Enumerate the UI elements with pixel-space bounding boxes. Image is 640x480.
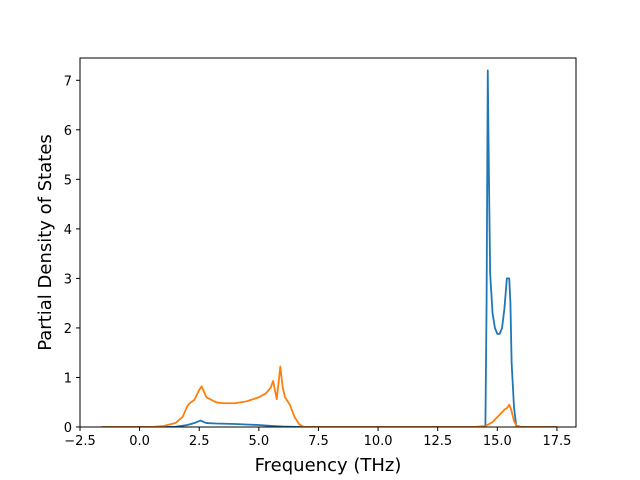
x-tick-label: 15.0 — [483, 434, 512, 449]
x-tick-label: 5.0 — [249, 434, 270, 449]
y-axis-label: Partial Density of States — [35, 134, 56, 351]
y-tick-label: 7 — [64, 74, 72, 89]
y-tick-label: 1 — [64, 371, 72, 386]
y-tick-label: 3 — [64, 272, 72, 287]
x-tick-label: 10.0 — [364, 434, 393, 449]
x-tick-label: 17.5 — [542, 434, 571, 449]
x-tick-label: 0.0 — [129, 434, 150, 449]
y-tick-label: 5 — [64, 173, 72, 188]
series-line-2 — [101, 365, 557, 427]
x-tick-label: 12.5 — [423, 434, 452, 449]
x-tick-label: 7.5 — [308, 434, 329, 449]
x-axis-label: Frequency (THz) — [255, 455, 402, 476]
ticks-layer: −2.5 0.0 2.5 5.0 7.5 10.0 12.5 15.0 17.5 0 1 2 3 4 5 6 7 — [64, 74, 572, 449]
y-tick-label: 6 — [64, 124, 72, 139]
x-tick-label: 2.5 — [189, 434, 210, 449]
series-layer — [101, 69, 557, 427]
plot-area-frame — [79, 57, 577, 428]
y-tick-label: 2 — [64, 322, 72, 337]
x-tick-label: −2.5 — [64, 434, 96, 449]
series-line-1 — [101, 69, 557, 427]
y-tick-label: 4 — [64, 223, 72, 238]
y-tick-label: 0 — [64, 421, 72, 436]
